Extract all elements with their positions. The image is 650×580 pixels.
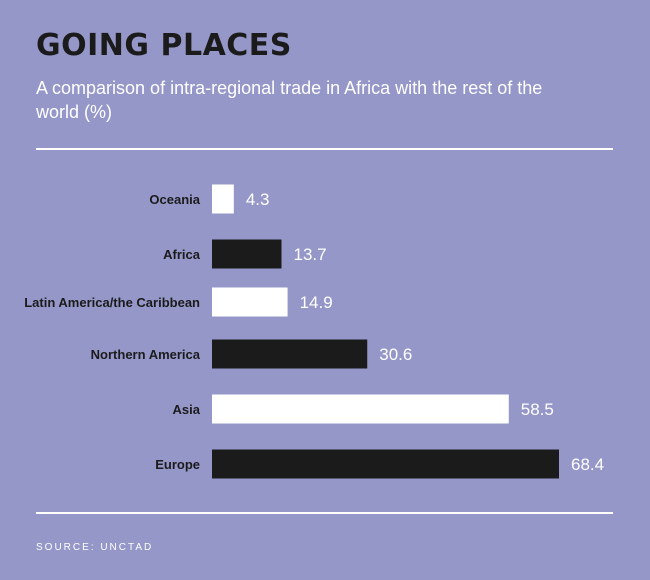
top-divider (36, 148, 613, 150)
category-label-europe: Europe (155, 457, 200, 472)
category-label-northern-america: Northern America (91, 347, 201, 362)
bar-oceania (212, 184, 234, 214)
category-label-africa: Africa (163, 247, 201, 262)
bar-africa (212, 239, 282, 269)
bottom-divider (36, 512, 613, 514)
value-label-oceania: 4.3 (246, 190, 270, 209)
chart-subtitle: A comparison of intra-regional trade in … (36, 78, 543, 122)
bar-northern-america (212, 339, 368, 369)
value-label-northern-america: 30.6 (379, 345, 412, 364)
bar-europe (212, 449, 559, 479)
category-label-latin-america-the-caribbean: Latin America/the Caribbean (24, 295, 200, 310)
source-note: SOURCE: UNCTAD (36, 542, 154, 553)
category-label-asia: Asia (173, 402, 201, 417)
chart-title: GOING PLACES (36, 28, 292, 63)
bar-asia (212, 394, 509, 424)
value-label-africa: 13.7 (294, 245, 327, 264)
bar-latin-america-the-caribbean (212, 287, 288, 317)
category-label-oceania: Oceania (149, 192, 200, 207)
value-label-latin-america-the-caribbean: 14.9 (300, 293, 333, 312)
value-label-asia: 58.5 (521, 400, 554, 419)
value-label-europe: 68.4 (571, 455, 604, 474)
